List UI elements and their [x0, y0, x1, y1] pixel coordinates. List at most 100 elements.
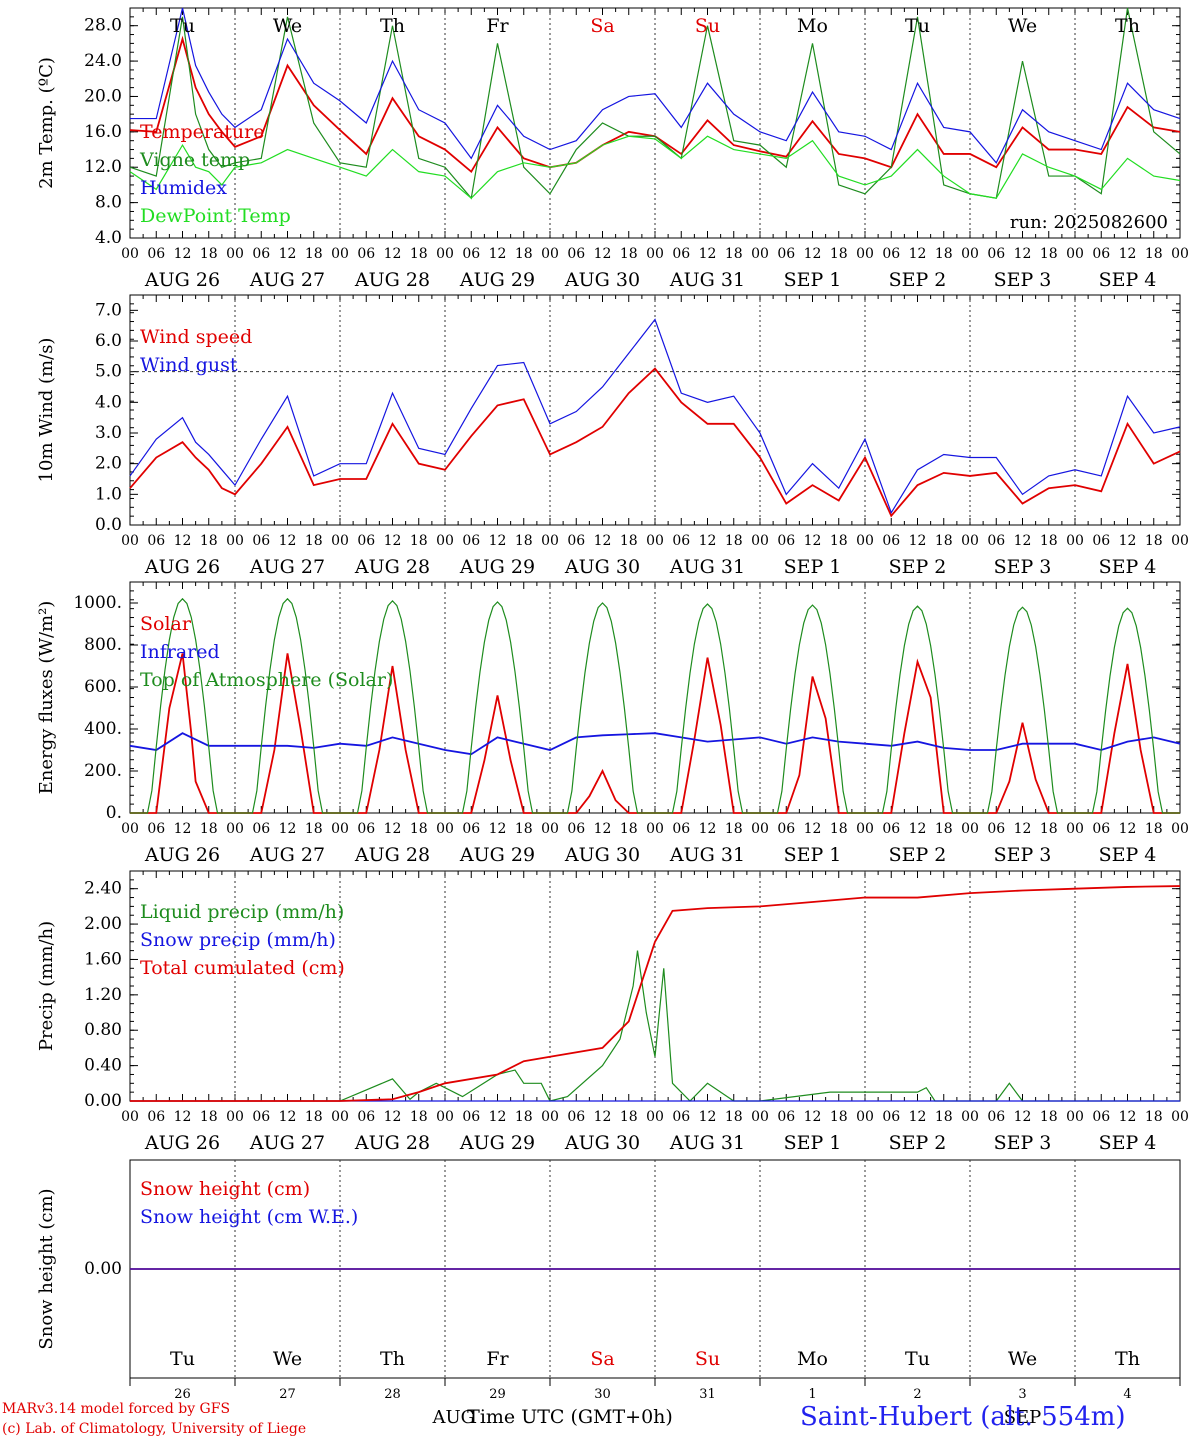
hour-tick-label: 06	[252, 1109, 270, 1125]
y-tick-label: 20.0	[84, 86, 122, 106]
date-label: AUG 30	[564, 269, 640, 291]
hour-tick-label: 18	[1145, 246, 1163, 262]
hour-tick-label: 12	[594, 533, 612, 549]
hour-tick-label: 06	[462, 533, 480, 549]
hour-tick-label: 18	[935, 533, 953, 549]
hour-tick-label: 06	[1092, 1109, 1110, 1125]
hour-tick-label: 18	[200, 1109, 218, 1125]
hour-tick-label: 06	[567, 533, 585, 549]
hour-tick-label: 00	[436, 821, 454, 837]
hour-tick-label: 12	[1119, 821, 1137, 837]
hour-tick-label: 00	[961, 1109, 979, 1125]
date-label: SEP 1	[784, 269, 842, 291]
snow-day-number: 2	[913, 1387, 921, 1402]
hour-tick-label: 18	[305, 533, 323, 549]
series-line-1	[129, 367, 1181, 518]
date-label: SEP 3	[994, 1132, 1052, 1154]
month-right: SEP	[1004, 1407, 1042, 1428]
hour-tick-label: 18	[830, 1109, 848, 1125]
date-label: SEP 4	[1099, 1132, 1157, 1154]
hour-tick-label: 12	[699, 246, 717, 262]
hour-tick-label: 18	[620, 246, 638, 262]
hour-tick-label: 12	[1119, 246, 1137, 262]
snow-day-name: Th	[380, 1348, 405, 1370]
date-label: AUG 31	[669, 556, 745, 578]
hour-tick-label: 18	[410, 821, 428, 837]
snow-day-name: We	[273, 1348, 302, 1370]
hour-tick-label: 06	[987, 1109, 1005, 1125]
panel-4	[129, 870, 1181, 1102]
hour-tick-label: 00	[1066, 246, 1084, 262]
hour-tick-label: 18	[515, 533, 533, 549]
legend-entry: Vigne temp	[139, 149, 250, 171]
hour-tick-label: 06	[357, 1109, 375, 1125]
hour-tick-label: 18	[1040, 246, 1058, 262]
hour-tick-label: 18	[515, 1109, 533, 1125]
legend-entry: Humidex	[140, 177, 227, 199]
hour-tick-label: 06	[672, 533, 690, 549]
hour-tick-label: 12	[1014, 821, 1032, 837]
hour-tick-label: 06	[147, 821, 165, 837]
hour-tick-label: 06	[357, 533, 375, 549]
panel-5	[129, 1159, 1181, 1386]
hour-tick-label: 00	[856, 533, 874, 549]
y-axis-label: Energy fluxes (W/m²)	[36, 601, 57, 795]
hour-tick-label: 12	[174, 246, 192, 262]
hour-tick-label: 00	[226, 821, 244, 837]
hour-tick-label: 00	[1171, 821, 1189, 837]
hour-tick-label: 06	[567, 821, 585, 837]
hour-tick-label: 12	[279, 821, 297, 837]
hour-tick-label: 12	[909, 533, 927, 549]
hour-tick-label: 06	[987, 533, 1005, 549]
y-tick-label: 0.00	[84, 1259, 122, 1279]
hour-tick-label: 06	[567, 246, 585, 262]
hour-tick-label: 18	[200, 821, 218, 837]
hour-tick-label: 00	[541, 821, 559, 837]
hour-tick-label: 06	[777, 1109, 795, 1125]
date-label: AUG 30	[564, 556, 640, 578]
date-label: AUG 27	[249, 269, 325, 291]
date-label: SEP 3	[994, 556, 1052, 578]
legend-entry: Liquid precip (mm/h)	[140, 901, 344, 923]
date-label: AUG 30	[564, 844, 640, 866]
legend-entry: Total cumulated (cm)	[140, 957, 345, 979]
hour-tick-label: 18	[725, 1109, 743, 1125]
hour-tick-label: 18	[830, 533, 848, 549]
hour-tick-label: 00	[121, 821, 139, 837]
hour-tick-label: 12	[909, 1109, 927, 1125]
hour-tick-label: 12	[489, 821, 507, 837]
hour-tick-label: 00	[1171, 533, 1189, 549]
date-label: AUG 30	[564, 1132, 640, 1154]
hour-tick-label: 00	[1066, 821, 1084, 837]
y-tick-label: 600.	[84, 677, 122, 697]
day-name: We	[273, 15, 302, 37]
hour-tick-label: 12	[384, 246, 402, 262]
date-label: AUG 31	[669, 269, 745, 291]
hour-tick-label: 12	[594, 821, 612, 837]
hour-tick-label: 06	[777, 821, 795, 837]
snow-day-name: Sa	[590, 1348, 614, 1370]
series-line-2	[129, 318, 1181, 515]
hour-tick-label: 06	[672, 1109, 690, 1125]
hour-tick-label: 06	[777, 246, 795, 262]
hour-tick-label: 00	[331, 246, 349, 262]
x-axis-label: Time UTC (GMT+0h)	[467, 1406, 673, 1428]
snow-day-name: Mo	[797, 1348, 828, 1370]
series-line-4	[129, 135, 1181, 200]
hour-tick-label: 18	[1040, 1109, 1058, 1125]
y-tick-label: 0.00	[84, 1091, 122, 1111]
y-tick-label: 28.0	[84, 16, 122, 36]
snow-day-name: Fr	[486, 1348, 509, 1370]
hour-tick-label: 18	[1145, 821, 1163, 837]
month-left: AUG	[431, 1407, 475, 1428]
date-label: AUG 26	[144, 556, 220, 578]
y-tick-label: 6.0	[95, 331, 122, 351]
hour-tick-label: 12	[594, 1109, 612, 1125]
date-label: SEP 2	[889, 556, 947, 578]
day-name: Sa	[590, 15, 614, 37]
hour-tick-label: 00	[436, 1109, 454, 1125]
series-line-3	[130, 7, 1181, 164]
hour-tick-label: 00	[751, 1109, 769, 1125]
hour-tick-label: 18	[515, 246, 533, 262]
hour-tick-label: 00	[436, 533, 454, 549]
